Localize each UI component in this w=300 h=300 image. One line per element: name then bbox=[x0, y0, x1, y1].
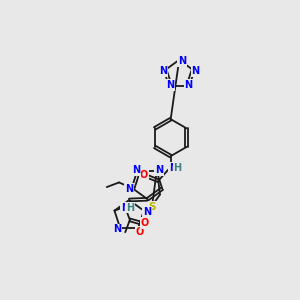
Text: N: N bbox=[155, 165, 163, 175]
Text: H: H bbox=[126, 202, 134, 213]
Text: N: N bbox=[143, 207, 151, 217]
Text: N: N bbox=[166, 80, 174, 90]
Text: S: S bbox=[148, 202, 156, 212]
Text: N: N bbox=[121, 202, 129, 213]
Text: N: N bbox=[159, 66, 167, 76]
Text: N: N bbox=[125, 184, 133, 194]
Text: N: N bbox=[132, 165, 140, 175]
Text: O: O bbox=[140, 218, 148, 228]
Text: N: N bbox=[113, 224, 121, 234]
Text: N: N bbox=[184, 80, 193, 90]
Text: N: N bbox=[169, 163, 177, 173]
Text: O: O bbox=[136, 227, 144, 237]
Text: N: N bbox=[178, 56, 186, 66]
Text: H: H bbox=[174, 163, 182, 173]
Text: N: N bbox=[191, 66, 200, 76]
Text: O: O bbox=[140, 170, 148, 180]
